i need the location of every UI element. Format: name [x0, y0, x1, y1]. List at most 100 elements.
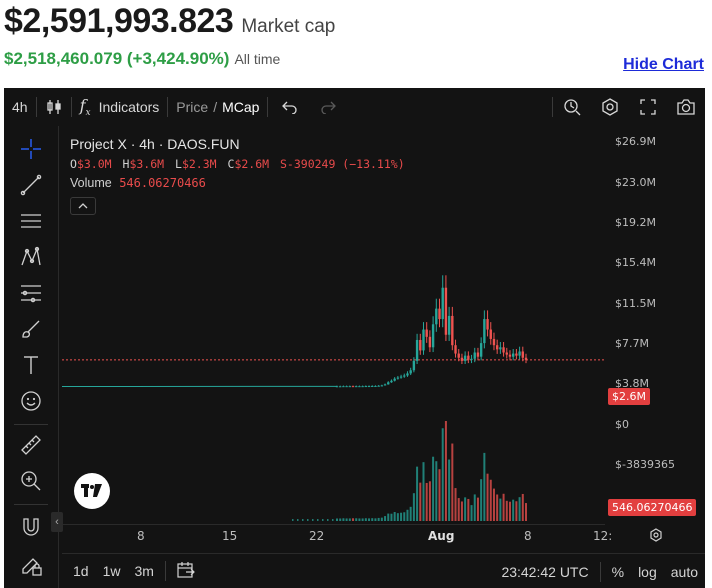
candlestick-chart[interactable]	[62, 129, 605, 521]
volume-bar	[512, 499, 515, 521]
text-icon[interactable]	[16, 350, 46, 380]
volume-bar	[332, 519, 334, 521]
slash-separator: /	[213, 99, 218, 115]
volume-bar	[352, 518, 355, 521]
indicators-button[interactable]: fx Indicators	[72, 88, 168, 126]
volume-bar	[422, 462, 425, 521]
volume-bar	[457, 498, 460, 521]
drawing-toolbar	[4, 126, 59, 588]
candle-body	[495, 345, 499, 350]
volume-bar	[521, 493, 524, 521]
crosshair-icon[interactable]	[16, 134, 46, 164]
volume-bar	[292, 519, 294, 521]
volume-bar	[502, 493, 505, 521]
candle-body	[457, 353, 460, 358]
clock-display[interactable]: 23:42:42 UTC	[501, 563, 589, 580]
lock-pencil-icon[interactable]	[16, 550, 46, 580]
price-option[interactable]: Price	[176, 99, 209, 115]
candle-body	[479, 343, 483, 357]
fib-icon[interactable]	[16, 278, 46, 308]
volume-bar	[396, 513, 399, 521]
fullscreen-icon[interactable]	[629, 88, 667, 126]
trend-line-icon[interactable]	[16, 170, 46, 200]
volume-bar	[525, 503, 527, 521]
open-value: $3.0M	[76, 157, 112, 171]
candle-body	[438, 308, 441, 320]
volume-bar	[483, 452, 486, 521]
percent-toggle[interactable]: %	[611, 563, 625, 580]
log-toggle[interactable]: log	[638, 563, 657, 580]
volume-label: Volume	[70, 176, 112, 190]
camera-icon[interactable]	[667, 88, 705, 126]
volume-bar	[393, 512, 396, 521]
volume-bar	[496, 494, 499, 521]
alert-icon[interactable]	[553, 88, 591, 126]
emoji-icon[interactable]	[16, 386, 46, 416]
volume-bar	[499, 498, 502, 521]
hide-chart-link[interactable]: Hide Chart	[623, 56, 704, 73]
volume-bar	[368, 518, 371, 521]
volume-bar	[518, 497, 521, 521]
range-1d-button[interactable]: 1d	[73, 563, 89, 579]
volume-bar	[403, 512, 406, 521]
all-time-change-row: $2,518,460.079 (+3,424.90%) All time	[4, 49, 280, 69]
change-value: S-390249 (−13.11%)	[280, 157, 405, 171]
volume-bar	[371, 518, 374, 521]
candle-body	[393, 378, 396, 381]
zoom-in-icon[interactable]	[16, 466, 46, 496]
date-range-icon[interactable]	[170, 561, 202, 581]
candle-body	[428, 336, 432, 348]
candle-body	[342, 386, 345, 388]
candle-body	[431, 324, 435, 348]
magnet-icon[interactable]	[16, 512, 46, 542]
candle-body	[511, 353, 515, 357]
price-tick: $15.4M	[615, 256, 656, 269]
interval-selector[interactable]: 4h	[12, 99, 28, 115]
volume-bar	[425, 482, 428, 521]
volume-bar	[416, 466, 419, 521]
candle-body	[499, 347, 502, 350]
bottom-right-group: 23:42:42 UTC % log auto	[494, 554, 705, 588]
volume-bar	[476, 497, 479, 521]
time-tick: 12:	[593, 529, 613, 543]
price-mcap-toggle[interactable]: Price / MCap	[168, 88, 267, 126]
auto-toggle[interactable]: auto	[670, 563, 698, 580]
candle-body	[383, 384, 387, 386]
undo-icon[interactable]	[268, 88, 312, 126]
brush-icon[interactable]	[16, 314, 46, 344]
volume-bar	[307, 519, 309, 521]
ruler-icon[interactable]	[16, 430, 46, 460]
candle-body	[454, 345, 457, 354]
collapse-toolbar-button[interactable]: ‹	[51, 512, 63, 532]
volume-bar	[355, 518, 358, 521]
volume-bar	[358, 518, 361, 521]
candle-body	[390, 380, 393, 383]
volume-bar	[342, 518, 345, 521]
legend-collapse-button[interactable]	[70, 197, 96, 215]
volume-bar	[444, 421, 447, 521]
volume-bar	[312, 519, 314, 521]
volume-bar	[438, 469, 441, 521]
toolbar-divider	[35, 97, 37, 117]
volume-bar	[302, 519, 304, 521]
chart-settings-icon[interactable]	[649, 528, 663, 542]
pattern-icon[interactable]	[16, 242, 46, 272]
candle-body	[351, 386, 355, 388]
settings-hexagon-icon[interactable]	[591, 88, 629, 126]
candle-body	[451, 315, 454, 346]
range-3m-button[interactable]: 3m	[134, 563, 154, 579]
time-axis[interactable]: 8 15 22 Aug 8 12:	[62, 524, 612, 546]
range-1w-button[interactable]: 1w	[102, 563, 121, 579]
candle-body	[460, 357, 464, 361]
candlestick-icon[interactable]	[37, 88, 71, 126]
tradingview-logo[interactable]	[74, 473, 110, 509]
mcap-option[interactable]: MCap	[222, 99, 260, 115]
candle-body	[377, 385, 380, 387]
price-axis[interactable]: $26.9M $23.0M $19.2M $15.4M $11.5M $7.7M…	[605, 126, 705, 546]
volume-bar	[380, 517, 383, 521]
volume-bar	[364, 518, 367, 521]
redo-icon[interactable]	[312, 88, 344, 126]
volume-bar	[448, 459, 451, 521]
time-tick: 15	[222, 529, 238, 543]
horizontal-lines-icon[interactable]	[16, 206, 46, 236]
